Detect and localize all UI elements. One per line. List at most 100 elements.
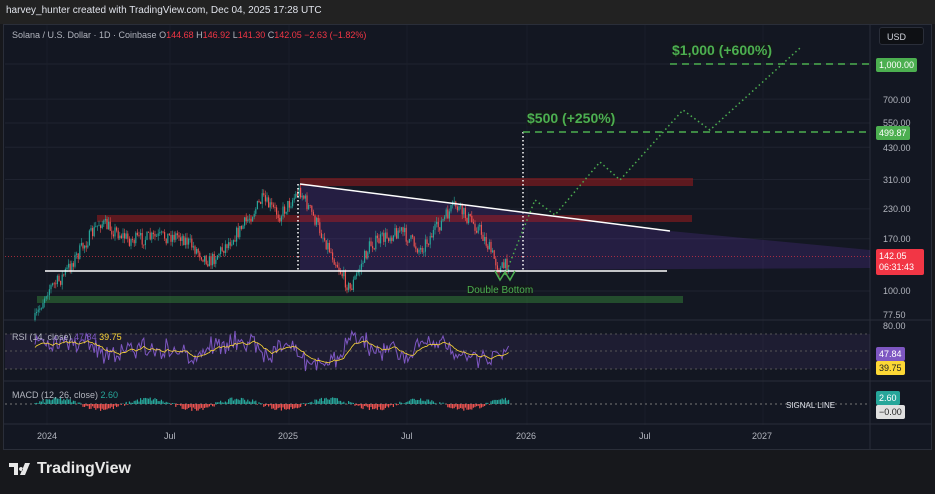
macd-histogram-bar — [109, 404, 111, 409]
price-tick: 310.00 — [883, 175, 911, 185]
candle-body — [64, 269, 66, 275]
candle-body — [108, 221, 110, 230]
candle-body — [319, 222, 321, 234]
candle-body — [228, 242, 230, 249]
macd-histogram-bar — [256, 404, 258, 405]
candle-body — [248, 218, 250, 220]
candle-body — [368, 241, 370, 253]
candle-body — [490, 242, 492, 253]
candle-body — [375, 235, 377, 250]
candle-body — [343, 270, 345, 277]
candle-body — [316, 217, 318, 225]
macd-histogram-bar — [162, 401, 164, 404]
target-500-label[interactable]: $500 (+250%) — [527, 110, 616, 126]
candle-body — [69, 263, 71, 271]
price-tick: 700.00 — [883, 95, 911, 105]
macd-histogram-bar — [493, 399, 495, 404]
macd-histogram-bar — [72, 400, 74, 404]
candle-body — [303, 195, 305, 199]
candle-body — [442, 219, 444, 221]
candle-body — [141, 232, 143, 245]
macd-legend: MACD (12, 26, close) 2.60 — [12, 390, 119, 400]
macd-histogram-bar — [378, 404, 380, 407]
macd-histogram-bar — [280, 404, 282, 411]
candle-body — [356, 273, 358, 277]
candle-body — [207, 264, 209, 267]
macd-histogram-bar — [127, 404, 129, 405]
candle-body — [309, 205, 311, 206]
target-1000-label[interactable]: $1,000 (+600%) — [672, 42, 773, 58]
macd-histogram-bar — [287, 404, 289, 409]
macd-histogram-bar — [383, 404, 385, 410]
macd-histogram-bar — [416, 399, 418, 404]
macd-histogram-bar — [261, 403, 263, 404]
currency-button[interactable]: USD — [879, 27, 924, 45]
candle-body — [183, 236, 185, 246]
candle-body — [320, 233, 322, 238]
price-tick: 170.00 — [883, 234, 911, 244]
candle-body — [469, 213, 471, 217]
macd-histogram-bar — [362, 404, 364, 410]
macd-histogram-bar — [191, 404, 193, 411]
macd-histogram-bar — [212, 404, 214, 407]
candle-body — [221, 247, 223, 251]
macd-histogram-bar — [200, 404, 202, 408]
candle-body — [386, 232, 388, 239]
candle-body — [296, 193, 298, 197]
macd-histogram-bar — [448, 404, 450, 408]
candle-body — [349, 282, 351, 289]
macd-histogram-bar — [34, 403, 36, 404]
macd-histogram-bar — [114, 404, 116, 406]
rsi-ma-tag: 39.75 — [876, 361, 905, 375]
candle-body — [480, 224, 482, 235]
candle-body — [96, 225, 98, 227]
macd-histogram-bar — [117, 404, 119, 407]
candle-body — [80, 243, 82, 246]
macd-histogram-bar — [196, 404, 198, 411]
tradingview-logo[interactable]: TradingView — [9, 460, 131, 478]
candle-body — [407, 241, 409, 243]
candle-body — [445, 209, 447, 217]
macd-histogram-bar — [50, 400, 52, 404]
candle-body — [269, 202, 271, 208]
candle-body — [84, 245, 86, 249]
signal-tag: −0.00 — [876, 405, 905, 419]
macd-histogram-bar — [232, 400, 234, 404]
candle-body — [420, 247, 422, 250]
macd-histogram-bar — [167, 402, 169, 404]
macd-histogram-bar — [148, 398, 150, 404]
macd-histogram-bar — [304, 404, 306, 406]
macd-histogram-bar — [231, 397, 233, 404]
macd-histogram-bar — [60, 397, 62, 404]
double-bottom-label[interactable]: Double Bottom — [467, 285, 534, 296]
macd-histogram-bar — [271, 404, 273, 409]
candle-body — [52, 283, 54, 286]
macd-histogram-bar — [138, 401, 140, 404]
macd-histogram-bar — [223, 402, 225, 404]
candle-body — [439, 227, 441, 231]
chart-frame[interactable] — [3, 24, 932, 450]
candle-body — [167, 233, 169, 244]
macd-histogram-bar — [37, 403, 39, 404]
macd-histogram-bar — [125, 401, 127, 404]
macd-histogram-bar — [308, 403, 310, 404]
candle-body — [111, 230, 113, 235]
candle-body — [293, 197, 295, 201]
macd-histogram-bar — [172, 403, 174, 404]
macd-histogram-bar — [184, 404, 186, 410]
macd-histogram-bar — [316, 399, 318, 404]
macd-histogram-bar — [426, 399, 428, 404]
candle-body — [103, 220, 105, 225]
candle-body — [146, 231, 148, 240]
macd-histogram-bar — [111, 404, 113, 407]
symbol-name[interactable]: Solana / U.S. Dollar · 1D · Coinbase — [12, 30, 157, 40]
macd-histogram-bar — [44, 402, 46, 404]
candle-body — [186, 237, 188, 245]
candle-body — [415, 246, 417, 249]
macd-histogram-bar — [90, 404, 92, 409]
macd-histogram-bar — [368, 404, 370, 410]
time-tick: 2026 — [516, 431, 537, 441]
macd-histogram-bar — [68, 399, 70, 404]
candle-body — [109, 221, 111, 231]
